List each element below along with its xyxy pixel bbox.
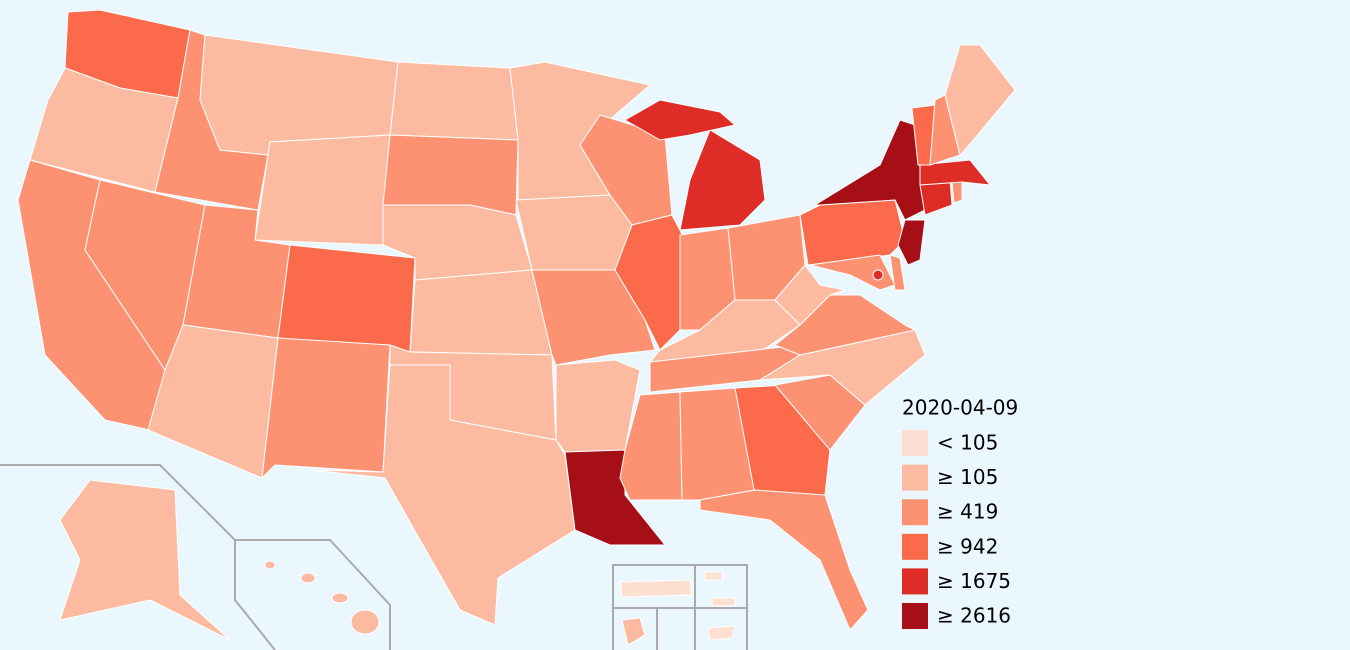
legend-label: ≥ 942	[937, 534, 998, 558]
legend-label: ≥ 419	[937, 500, 998, 524]
state	[515, 194, 633, 271]
state	[261, 337, 391, 479]
legend-swatch	[902, 533, 928, 560]
state	[951, 181, 963, 204]
legend: 2020-04-09 < 105 ≥ 105 ≥ 419 ≥ 942 ≥ 1675 ≥ 2…	[902, 396, 1018, 629]
legend-label: ≥ 105	[937, 465, 998, 489]
legend-swatch	[902, 464, 928, 491]
legend-swatch	[902, 568, 928, 595]
territory	[704, 571, 723, 581]
state	[699, 489, 869, 631]
states	[17, 9, 1016, 646]
state	[264, 560, 276, 570]
state	[409, 269, 553, 356]
state	[897, 219, 926, 266]
state	[350, 609, 380, 635]
territory	[621, 617, 646, 646]
state	[382, 134, 519, 216]
legend-label: ≥ 1675	[937, 569, 1011, 593]
inset-border	[235, 539, 391, 650]
state	[300, 572, 316, 584]
state	[679, 129, 766, 231]
legend-swatch	[902, 499, 928, 526]
state	[555, 359, 641, 453]
state	[809, 254, 896, 291]
state	[872, 269, 884, 281]
state	[147, 324, 279, 479]
state	[624, 99, 736, 141]
state	[277, 244, 416, 353]
inset-border	[612, 564, 748, 650]
state	[889, 254, 906, 291]
legend-title: 2020-04-09	[902, 396, 1018, 420]
state	[254, 134, 391, 246]
legend-label: < 105	[937, 431, 998, 455]
state	[944, 44, 1016, 156]
state	[799, 199, 906, 266]
state	[309, 364, 576, 626]
territory	[711, 597, 736, 607]
state	[919, 159, 991, 186]
legend-swatch	[902, 603, 928, 629]
state	[59, 479, 231, 641]
legend-label: ≥ 2616	[937, 604, 1011, 628]
state	[614, 214, 686, 351]
territory	[707, 625, 736, 641]
state	[331, 592, 349, 604]
state	[774, 264, 846, 326]
state	[389, 61, 519, 141]
territory	[619, 579, 693, 598]
legend-swatch	[902, 430, 928, 456]
